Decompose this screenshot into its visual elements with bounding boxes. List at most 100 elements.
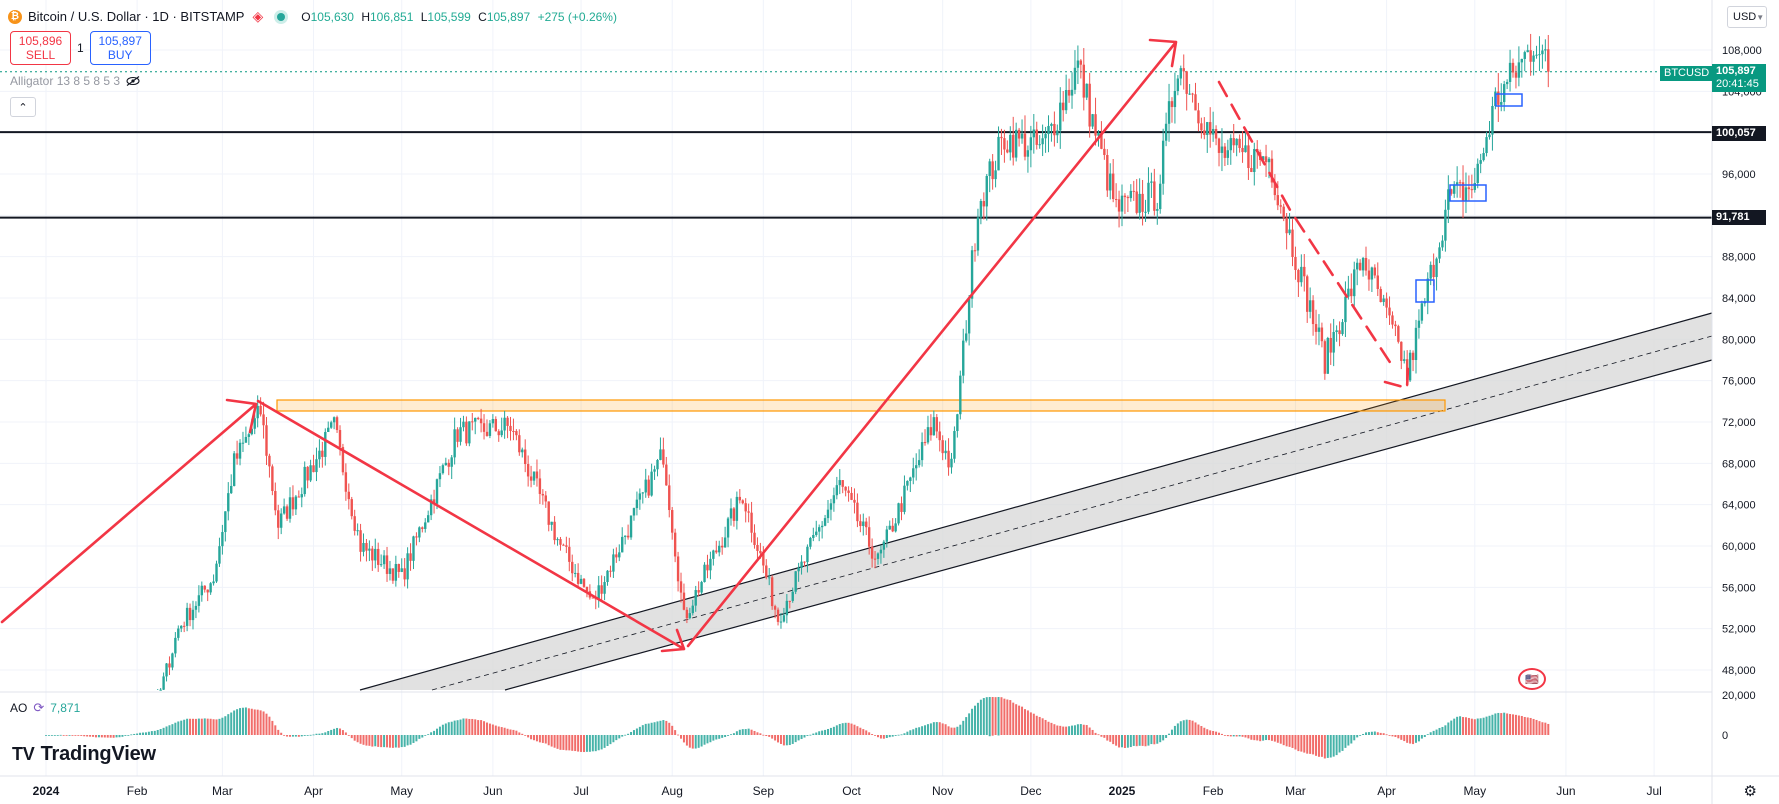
candle-body	[1023, 133, 1027, 157]
candle-body	[1514, 72, 1518, 78]
candle-body	[923, 442, 927, 444]
candle-body	[1541, 50, 1544, 55]
candle-body	[609, 570, 612, 572]
time-axis[interactable]: 2024 Feb Mar Apr May Jun Jul Aug Sep Oct Nov Dec 202…	[33, 784, 1662, 798]
blue-box[interactable]	[1449, 184, 1487, 202]
candle-body	[1467, 187, 1471, 190]
ao-bar	[53, 735, 56, 736]
ao-bar	[1059, 725, 1062, 735]
countdown-value: 20:41:45	[1716, 78, 1759, 90]
last-price-tag: 105,897 20:41:45	[1712, 64, 1766, 92]
sell-price: 105,896	[18, 34, 63, 48]
favorite-icon[interactable]: ◈	[252, 8, 264, 24]
horizontal-levels[interactable]	[0, 131, 1712, 219]
ao-bar	[215, 719, 218, 735]
ao-bar	[1400, 735, 1403, 740]
ao-bar	[1244, 735, 1247, 738]
candle-body	[362, 543, 365, 552]
ao-bar	[1129, 735, 1132, 748]
ao-bar	[1391, 735, 1394, 737]
dashed-arrow-down[interactable]	[1217, 80, 1410, 390]
ao-bar	[1423, 735, 1426, 738]
arrow-up-1[interactable]	[0, 398, 258, 624]
candle-body	[938, 431, 941, 441]
ao-bar	[1444, 725, 1447, 735]
ao-bar	[659, 720, 662, 735]
blue-box[interactable]	[1415, 279, 1435, 303]
candle-body	[726, 518, 730, 538]
candle-body	[1505, 81, 1509, 85]
market-open-icon[interactable]	[277, 12, 286, 21]
candle-body	[1070, 89, 1074, 96]
settings-gear-icon[interactable]: ⚙	[1743, 783, 1757, 800]
candle-body	[1444, 209, 1447, 241]
close-label: C	[478, 9, 487, 24]
trend-channel[interactable]	[359, 312, 1713, 691]
candle-body	[1170, 101, 1174, 108]
us-flag-event-icon[interactable]: 🇺🇸	[1518, 668, 1546, 690]
red-arrows[interactable]	[0, 38, 1410, 653]
chevron-down-icon: ▼	[1756, 12, 1765, 22]
candle-body	[303, 466, 306, 495]
candle-body	[194, 605, 198, 610]
ao-bar	[1376, 732, 1379, 735]
candle-body	[506, 417, 509, 426]
candle-body	[1156, 209, 1159, 211]
ao-bar	[862, 729, 865, 735]
candle-body	[1264, 156, 1268, 163]
symbol-title[interactable]: Bitcoin / U.S. Dollar · 1D · BITSTAMP	[28, 9, 245, 24]
arrow-down-1[interactable]	[256, 399, 686, 653]
ao-bar	[1476, 718, 1479, 735]
ao-bar	[365, 735, 368, 746]
candle-body	[891, 525, 894, 532]
candle-body	[359, 530, 362, 552]
candle-body	[691, 605, 694, 614]
candle-body	[556, 539, 559, 541]
time-tick-label: Jun	[1556, 784, 1575, 798]
tradingview-logo[interactable]: TV TradingView	[12, 743, 156, 766]
ao-bar	[850, 723, 853, 735]
candle-body	[341, 447, 345, 473]
candle-body	[571, 561, 574, 574]
collapse-legend-button[interactable]: ⌃	[10, 97, 36, 117]
candle-body	[1479, 160, 1482, 164]
buy-button[interactable]: 105,897 BUY	[89, 31, 151, 65]
blue-boxes[interactable]	[1415, 93, 1523, 303]
candle-body	[826, 509, 830, 519]
candle-body	[300, 494, 303, 498]
candle-body	[1012, 134, 1015, 158]
ao-bar	[1273, 735, 1276, 742]
ao-bar	[424, 735, 427, 736]
blue-box[interactable]	[1495, 93, 1523, 107]
candle-body	[1064, 90, 1068, 111]
candle-body	[1529, 50, 1532, 62]
currency-select[interactable]: USD ▼	[1727, 6, 1767, 28]
candle-body	[224, 511, 227, 533]
candle-body	[1300, 266, 1303, 283]
hidden-eye-icon[interactable]	[126, 76, 140, 86]
ao-bar	[1073, 725, 1076, 735]
candle-body	[447, 462, 450, 467]
ao-bar	[59, 734, 62, 736]
ao-bar	[127, 735, 130, 736]
ao-bar	[256, 709, 259, 735]
refresh-icon[interactable]: ⟳	[33, 700, 45, 715]
candle-body	[623, 535, 627, 537]
orange-supply-zone[interactable]	[276, 399, 1446, 412]
candle-body	[1308, 300, 1312, 312]
candle-body	[1141, 193, 1144, 212]
channel-upper-line[interactable]	[359, 312, 1713, 691]
ao-bar	[894, 735, 897, 736]
alligator-legend[interactable]: Alligator 13 8 5 8 5 3	[10, 74, 140, 88]
arrow-up-2[interactable]	[686, 38, 1178, 648]
sell-button[interactable]: 105,896 SELL	[10, 31, 71, 65]
ao-bar	[1373, 731, 1376, 735]
ao-bar	[1312, 735, 1315, 755]
ao-legend[interactable]: AO ⟳ 7,871	[10, 700, 80, 716]
ao-bar	[688, 735, 691, 748]
channel-lower-line[interactable]	[504, 359, 1713, 691]
candle-body	[817, 527, 821, 532]
ao-bar	[100, 735, 103, 738]
candle-body	[321, 450, 324, 457]
